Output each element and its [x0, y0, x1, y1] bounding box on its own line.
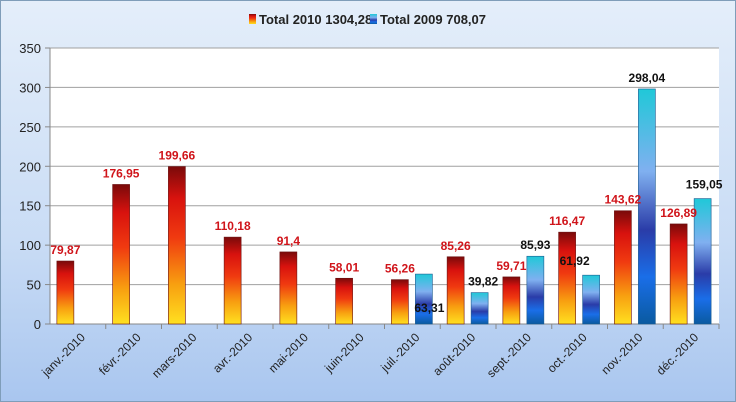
data-label: 110,18 [215, 219, 251, 233]
bar-2009[interactable] [693, 198, 712, 325]
y-tick-label: 250 [19, 120, 41, 135]
data-label: 61,92 [560, 254, 590, 268]
y-tick-label: 200 [19, 159, 41, 174]
legend-label[interactable]: Total 2010 1304,28 [259, 12, 372, 27]
plot-area [50, 48, 719, 324]
bar-2010[interactable] [446, 256, 465, 325]
x-tick-label: janv.-2010 [38, 330, 88, 380]
data-label: 59,71 [496, 259, 526, 273]
x-tick-label: avr.-2010 [210, 330, 256, 376]
x-tick-label: nov.-2010 [598, 330, 645, 377]
data-label: 91,4 [277, 234, 301, 248]
bar-2010[interactable] [56, 260, 75, 325]
data-label: 298,04 [629, 71, 666, 85]
legend: Total 2010 1304,28 Total 2009 708,07 [249, 12, 486, 27]
bar-2009[interactable] [470, 292, 489, 325]
bar-2010[interactable] [558, 231, 576, 325]
bar-2010[interactable] [279, 251, 298, 325]
y-tick-label: 150 [19, 199, 41, 214]
y-tick-label: 100 [19, 238, 41, 253]
bar-2010[interactable] [614, 210, 632, 325]
bar-2010[interactable] [502, 276, 521, 325]
bar-2010[interactable] [669, 223, 688, 325]
x-tick-label: juil.-2010 [377, 330, 422, 375]
x-tick-label: mai-2010 [266, 330, 312, 376]
x-tick-label: juin-2010 [321, 330, 367, 376]
bar-2010[interactable] [223, 236, 242, 325]
data-label: 176,95 [103, 166, 140, 180]
x-tick-label: août-2010 [430, 330, 478, 378]
data-label: 79,87 [50, 243, 80, 257]
data-label: 126,89 [660, 206, 697, 220]
bar-2010[interactable] [168, 166, 186, 325]
x-tick-label: févr.-2010 [96, 330, 144, 378]
bar-2010[interactable] [391, 279, 409, 325]
data-label: 199,66 [159, 149, 196, 163]
x-tick-label: mars-2010 [149, 330, 200, 381]
x-tick-label: déc.-2010 [654, 330, 702, 378]
data-label: 85,93 [520, 238, 550, 252]
y-tick-label: 350 [19, 41, 41, 56]
x-tick-label: sept.-2010 [484, 330, 534, 380]
x-tick-label: oct.-2010 [544, 330, 590, 376]
data-label: 143,62 [605, 193, 642, 207]
data-label: 63,31 [414, 301, 444, 315]
data-label: 159,05 [686, 178, 723, 192]
data-label: 85,26 [441, 239, 471, 253]
bar-2009[interactable] [582, 274, 600, 325]
data-label: 116,47 [549, 214, 585, 228]
data-label: 56,26 [385, 262, 415, 276]
bar-2010[interactable] [112, 184, 130, 325]
bar-2009[interactable] [415, 273, 433, 325]
bar-2009[interactable] [526, 255, 545, 325]
bar-2010[interactable] [335, 277, 353, 325]
y-tick-label: 50 [27, 278, 41, 293]
legend-label[interactable]: Total 2009 708,07 [380, 12, 486, 27]
bar-2009[interactable] [638, 88, 656, 325]
data-label: 39,82 [468, 275, 498, 289]
y-tick-label: 0 [34, 317, 41, 332]
y-tick-label: 300 [19, 80, 41, 95]
legend-swatch [249, 14, 256, 24]
legend-swatch [370, 14, 377, 24]
data-label: 58,01 [329, 260, 359, 274]
